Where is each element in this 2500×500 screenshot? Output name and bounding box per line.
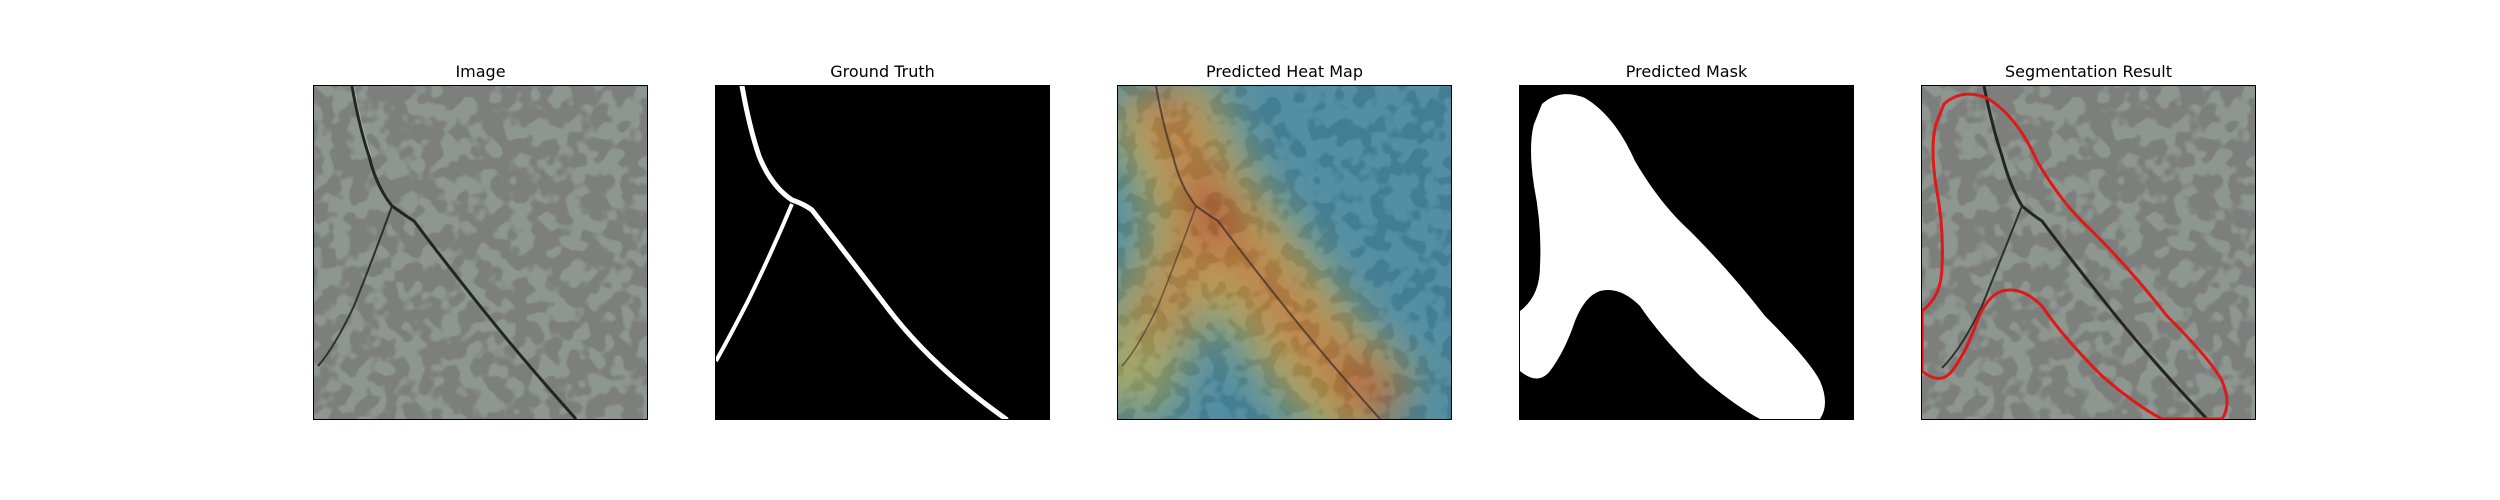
ground-truth-mask [716, 86, 1049, 419]
heat-map-overlay [1118, 86, 1451, 419]
image-frame [313, 85, 648, 420]
crack-branch [317, 205, 393, 367]
crack-main [350, 86, 578, 419]
panel-title-ground-truth: Ground Truth [830, 62, 935, 81]
panel-title-image: Image [455, 62, 506, 81]
segmentation-overlay [1922, 86, 2255, 419]
predicted-mask-region [1520, 94, 1825, 419]
panel-title-predicted-mask: Predicted Mask [1625, 62, 1748, 81]
segmentation-result-frame [1921, 85, 2256, 420]
crack-texture-image [314, 86, 647, 419]
panel-title-segmentation-result: Segmentation Result [2005, 62, 2172, 81]
predicted-mask-frame [1519, 85, 1854, 420]
heat-map-frame [1117, 85, 1452, 420]
segmentation-contour [1922, 92, 2229, 419]
ground-truth-crack-branch [716, 203, 794, 362]
panel-title-heat-map: Predicted Heat Map [1206, 62, 1363, 81]
ground-truth-crack-main [739, 86, 1009, 419]
predicted-mask [1520, 86, 1853, 419]
ground-truth-frame [715, 85, 1050, 420]
